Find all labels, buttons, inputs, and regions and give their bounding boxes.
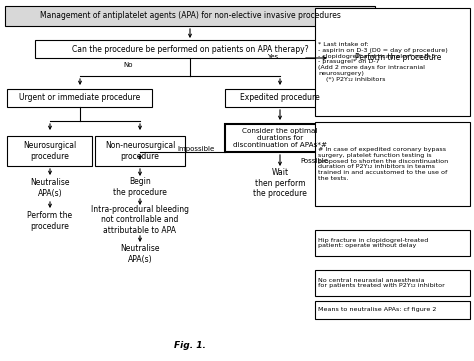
Text: # In case of expedited coronary bypass
surgery, platelet function testing is
pro: # In case of expedited coronary bypass s… xyxy=(318,147,448,181)
Text: Possible: Possible xyxy=(300,158,328,164)
Text: Yes: Yes xyxy=(267,54,278,60)
Text: Means to neutralise APAs: cf figure 2: Means to neutralise APAs: cf figure 2 xyxy=(318,308,437,313)
Text: Neurosurgical
procedure: Neurosurgical procedure xyxy=(23,141,77,161)
FancyBboxPatch shape xyxy=(315,8,470,116)
Text: * Last intake of:
- aspirin on D-3 (D0 = day of procedure)
- clopidogrel* and ti: * Last intake of: - aspirin on D-3 (D0 =… xyxy=(318,42,448,82)
Text: Expedited procedure: Expedited procedure xyxy=(240,93,320,103)
FancyBboxPatch shape xyxy=(95,136,185,166)
Text: Impossible: Impossible xyxy=(178,146,215,152)
Text: Can the procedure be performed on patients on APA therapy?: Can the procedure be performed on patien… xyxy=(72,44,308,53)
Text: Non-neurosurgical
procedure: Non-neurosurgical procedure xyxy=(105,141,175,161)
FancyBboxPatch shape xyxy=(5,6,375,26)
FancyBboxPatch shape xyxy=(315,230,470,256)
Text: Perform the procedure: Perform the procedure xyxy=(355,53,441,62)
FancyBboxPatch shape xyxy=(225,124,335,152)
Text: Management of antiplatelet agents (APA) for non-elective invasive procedures: Management of antiplatelet agents (APA) … xyxy=(39,12,340,21)
FancyBboxPatch shape xyxy=(315,270,470,296)
Text: Perform the
procedure: Perform the procedure xyxy=(27,211,73,231)
Text: No central neuraxial anaesthesia
for patients treated with P2Y₁₂ inhibitor: No central neuraxial anaesthesia for pat… xyxy=(318,278,445,288)
Text: Hip fracture in clopidogrel-treated
patient: operate without delay: Hip fracture in clopidogrel-treated pati… xyxy=(318,238,428,248)
FancyBboxPatch shape xyxy=(315,122,470,206)
FancyBboxPatch shape xyxy=(225,89,335,107)
Text: Begin
the procedure: Begin the procedure xyxy=(113,177,167,197)
FancyBboxPatch shape xyxy=(8,136,92,166)
FancyBboxPatch shape xyxy=(8,89,153,107)
Text: Urgent or immediate procedure: Urgent or immediate procedure xyxy=(19,93,141,103)
Text: Neutralise
APA(s): Neutralise APA(s) xyxy=(30,178,70,198)
Text: Wait
then perform
the procedure: Wait then perform the procedure xyxy=(253,168,307,198)
FancyBboxPatch shape xyxy=(35,40,345,58)
Text: No: No xyxy=(123,62,133,68)
Text: Intra-procedural bleeding
not controllable and
attributable to APA: Intra-procedural bleeding not controllab… xyxy=(91,205,189,235)
FancyBboxPatch shape xyxy=(315,301,470,319)
Text: Consider the optimal
durations for
discontinuation of APAs*#: Consider the optimal durations for disco… xyxy=(233,128,327,148)
Text: Fig. 1.: Fig. 1. xyxy=(174,342,206,351)
Text: Neutralise
APA(s): Neutralise APA(s) xyxy=(120,244,160,264)
